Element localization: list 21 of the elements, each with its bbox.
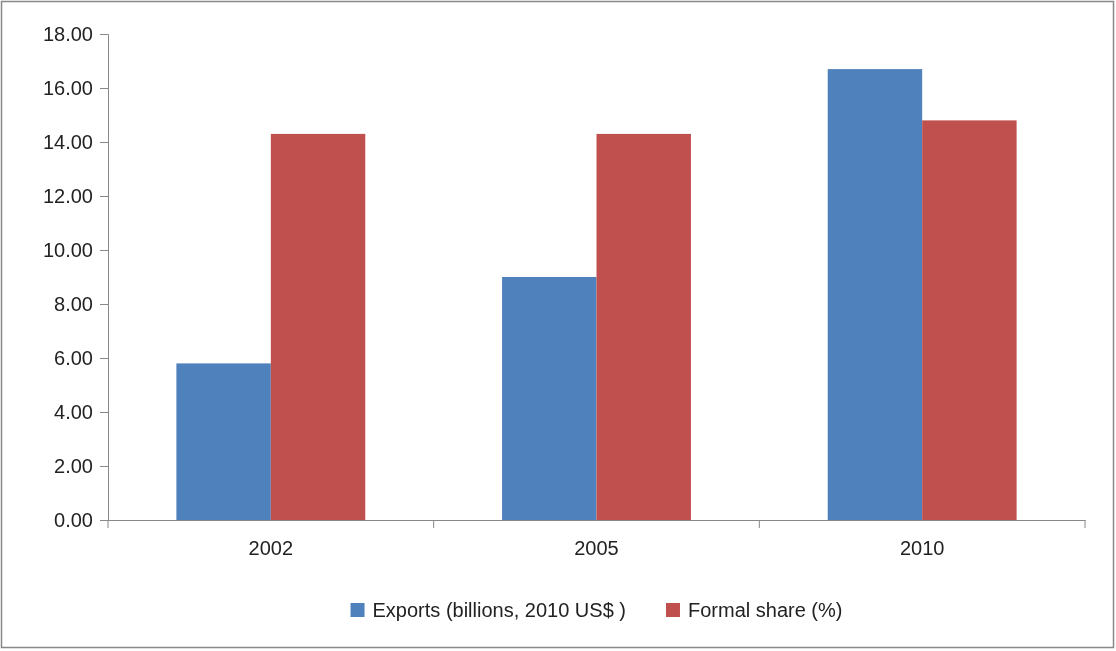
y-tick-label: 6.00	[54, 346, 93, 369]
y-tick-label: 12.00	[42, 184, 93, 207]
x-tick-label: 2002	[248, 537, 294, 559]
bar	[176, 363, 271, 520]
y-tick-label: 0.00	[54, 508, 93, 531]
y-tick-label: 4.00	[54, 400, 93, 423]
bar	[922, 120, 1017, 520]
y-tick-label: 2.00	[54, 454, 93, 477]
legend-label: Exports (billions, 2010 US$ )	[372, 599, 626, 621]
x-tick-label: 2005	[574, 537, 619, 559]
y-tick-label: 8.00	[54, 292, 93, 315]
bar	[270, 133, 366, 520]
y-tick-label: 14.00	[42, 130, 93, 153]
bar	[596, 133, 691, 520]
bar	[502, 277, 597, 520]
x-tick-label: 2010	[899, 537, 945, 559]
y-tick-label: 18.00	[42, 22, 93, 45]
bar	[827, 69, 923, 520]
y-tick-label: 16.00	[42, 76, 93, 99]
y-tick-label: 10.00	[42, 238, 93, 261]
legend-label: Formal share (%)	[687, 599, 843, 621]
